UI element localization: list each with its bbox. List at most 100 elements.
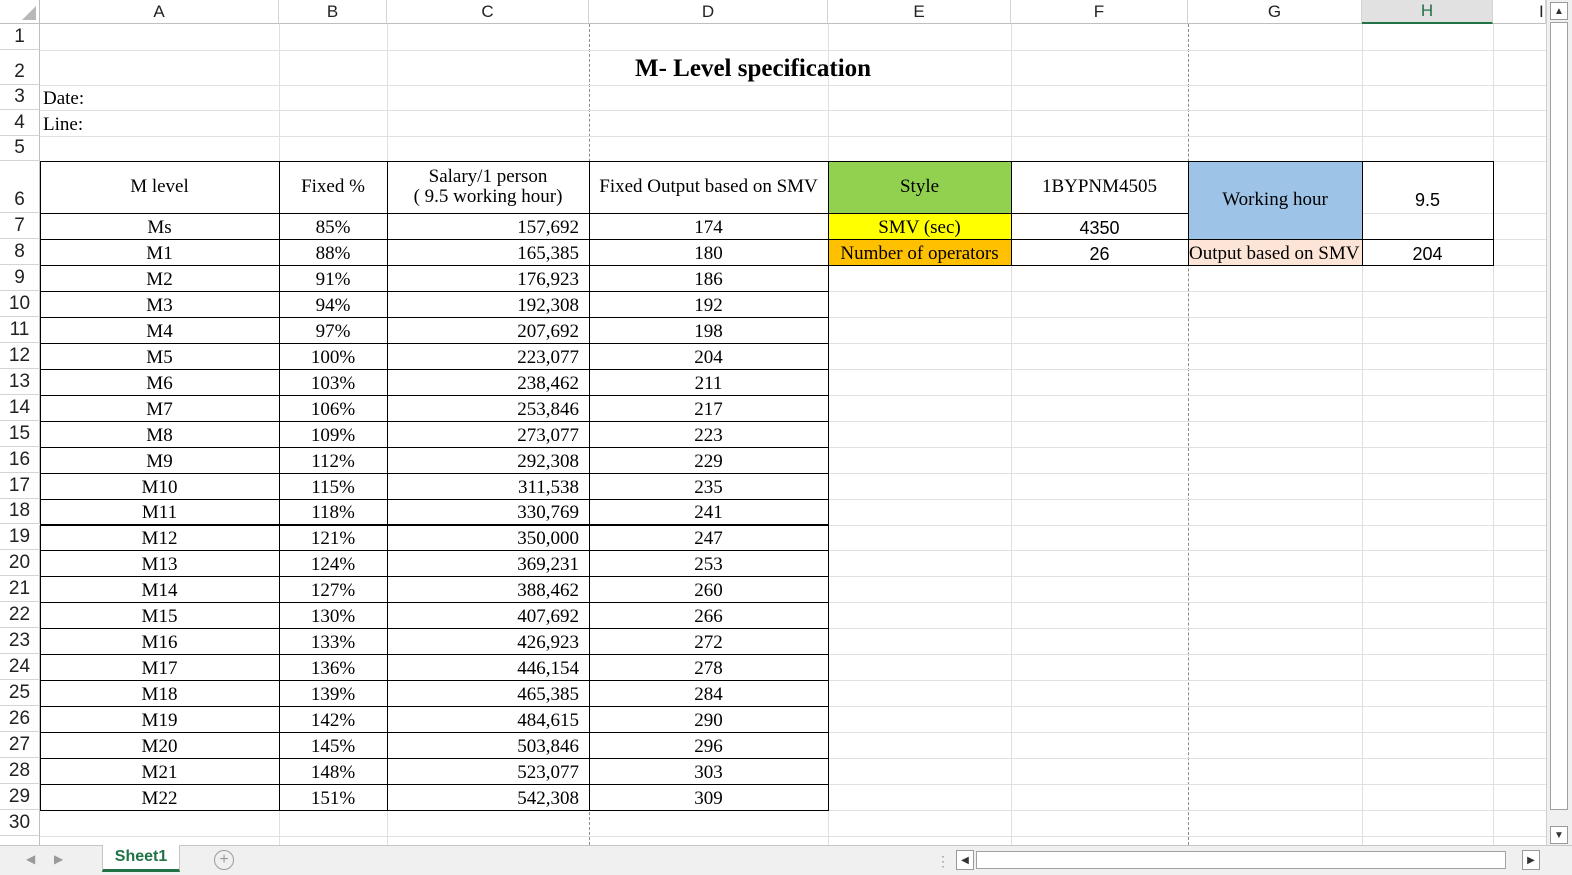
fixed-output-cell[interactable]: 204 [694,346,723,368]
m-level-cell[interactable]: M12 [141,528,178,550]
fixed-output-cell[interactable]: 229 [694,450,723,472]
row-header-3[interactable]: 3 [0,85,40,110]
m-level-cell[interactable]: M1 [146,243,173,264]
fixed-output-cell[interactable]: 186 [694,268,723,290]
m-level-cell[interactable]: M14 [141,580,178,602]
fixed-percent-cell[interactable]: 85% [315,217,351,238]
column-header-f[interactable]: F [1011,0,1188,24]
salary-cell[interactable]: 311,538 [517,476,579,498]
salary-cell[interactable]: 446,154 [517,658,579,680]
salary-cell[interactable]: 523,077 [517,761,579,783]
row-header-23[interactable]: 23 [0,628,40,655]
row-header-25[interactable]: 25 [0,680,40,707]
m-level-cell[interactable]: M15 [141,606,178,628]
fixed-percent-cell[interactable]: 94% [315,294,351,316]
fixed-output-cell[interactable]: 303 [694,761,723,783]
fixed-output-cell[interactable]: 211 [694,372,723,394]
smv-label-cell[interactable]: SMV (sec) [828,213,1011,239]
m-level-cell[interactable]: M7 [146,398,173,420]
m-level-cell[interactable]: M18 [141,684,178,706]
m-level-cell[interactable]: M13 [141,554,178,576]
tab-scroll-left-icon[interactable]: ◀ [26,852,36,866]
fixed-output-cell[interactable]: 247 [694,528,723,550]
fixed-percent-cell[interactable]: 136% [310,658,356,680]
fixed-output-cell[interactable]: 192 [694,294,723,316]
fixed-output-cell[interactable]: 180 [694,243,723,264]
row-header-7[interactable]: 7 [0,213,40,239]
salary-cell[interactable]: 503,846 [517,736,579,758]
style-value-cell[interactable]: 1BYPNM4505 [1041,175,1158,197]
horizontal-scrollbar[interactable]: ◀ ▶ [956,850,1544,870]
header-fixed-output[interactable]: Fixed Output based on SMV [599,175,818,197]
row-header-4[interactable]: 4 [0,110,40,136]
output-smv-label-cell[interactable]: Output based on SMV [1188,239,1362,265]
horizontal-scroll-thumb[interactable] [976,851,1506,869]
fixed-percent-cell[interactable]: 100% [310,346,356,368]
row-header-10[interactable]: 10 [0,290,40,317]
row-header-5[interactable]: 5 [0,136,40,161]
salary-cell[interactable]: 238,462 [517,372,579,394]
salary-cell[interactable]: 542,308 [517,787,579,809]
row-header-30[interactable]: 30 [0,809,40,836]
salary-cell[interactable]: 388,462 [517,580,579,602]
fixed-output-cell[interactable]: 266 [694,606,723,628]
m-level-cell[interactable]: M16 [141,632,178,654]
add-sheet-icon[interactable]: + [214,850,234,870]
fixed-percent-cell[interactable]: 91% [315,268,351,290]
m-level-cell[interactable]: M21 [141,761,178,783]
m-level-cell[interactable]: M11 [141,502,178,524]
column-header-e[interactable]: E [828,0,1011,24]
column-header-a[interactable]: A [40,0,279,24]
m-level-cell[interactable]: M22 [141,787,178,809]
row-header-2[interactable]: 2 [0,50,40,85]
row-header-21[interactable]: 21 [0,576,40,603]
m-level-cell[interactable]: M5 [146,346,173,368]
row-header-19[interactable]: 19 [0,524,40,551]
fixed-output-cell[interactable]: 223 [694,424,723,446]
sheet-title[interactable]: M- Level specification [635,55,872,82]
line-label[interactable]: Line: [43,114,84,135]
fixed-output-cell[interactable]: 217 [694,398,723,420]
fixed-output-cell[interactable]: 309 [694,787,723,809]
fixed-output-cell[interactable]: 278 [694,658,723,680]
header-salary[interactable]: Salary/1 person ( 9.5 working hour) [387,161,589,213]
salary-cell[interactable]: 369,231 [517,554,579,576]
fixed-output-cell[interactable]: 290 [694,710,723,732]
fixed-percent-cell[interactable]: 124% [310,554,356,576]
m-level-cell[interactable]: M20 [141,736,178,758]
row-header-28[interactable]: 28 [0,758,40,784]
scroll-left-icon[interactable]: ◀ [956,850,974,870]
tab-scroll-right-icon[interactable]: ▶ [54,852,64,866]
smv-value-cell[interactable]: 4350 [1079,218,1120,238]
row-header-16[interactable]: 16 [0,446,40,473]
cell-grid[interactable]: M- Level specification Date: Line: M lev… [40,24,1546,845]
fixed-percent-cell[interactable]: 118% [311,502,355,524]
column-header-i[interactable]: I [1493,0,1546,24]
column-header-b[interactable]: B [279,0,387,24]
salary-cell[interactable]: 484,615 [517,710,579,732]
fixed-percent-cell[interactable]: 139% [310,684,356,706]
fixed-output-cell[interactable]: 235 [694,476,723,498]
column-header-g[interactable]: G [1188,0,1362,24]
sheet-tab-sheet1[interactable]: Sheet1 [102,845,180,872]
scroll-right-icon[interactable]: ▶ [1522,850,1540,870]
m-level-cell[interactable]: M9 [146,450,173,472]
row-header-9[interactable]: 9 [0,265,40,291]
row-header-14[interactable]: 14 [0,394,40,421]
m-level-cell[interactable]: M10 [141,476,178,498]
m-level-cell[interactable]: M19 [141,710,178,732]
fixed-output-cell[interactable]: 253 [694,554,723,576]
salary-cell[interactable]: 165,385 [517,243,579,264]
fixed-output-cell[interactable]: 260 [694,580,723,602]
fixed-percent-cell[interactable]: 97% [315,320,351,342]
fixed-output-cell[interactable]: 198 [694,320,723,342]
vertical-scrollbar[interactable]: ▲ ▼ [1546,0,1572,845]
fixed-percent-cell[interactable]: 112% [311,450,355,472]
m-level-cell[interactable]: M3 [146,294,173,316]
m-level-cell[interactable]: M2 [146,268,173,290]
working-hour-value-cell[interactable]: 9.5 [1414,189,1441,210]
select-all-corner[interactable] [0,0,40,24]
fixed-output-cell[interactable]: 272 [694,632,723,654]
operators-label-cell[interactable]: Number of operators [828,239,1011,265]
fixed-percent-cell[interactable]: 130% [310,606,356,628]
